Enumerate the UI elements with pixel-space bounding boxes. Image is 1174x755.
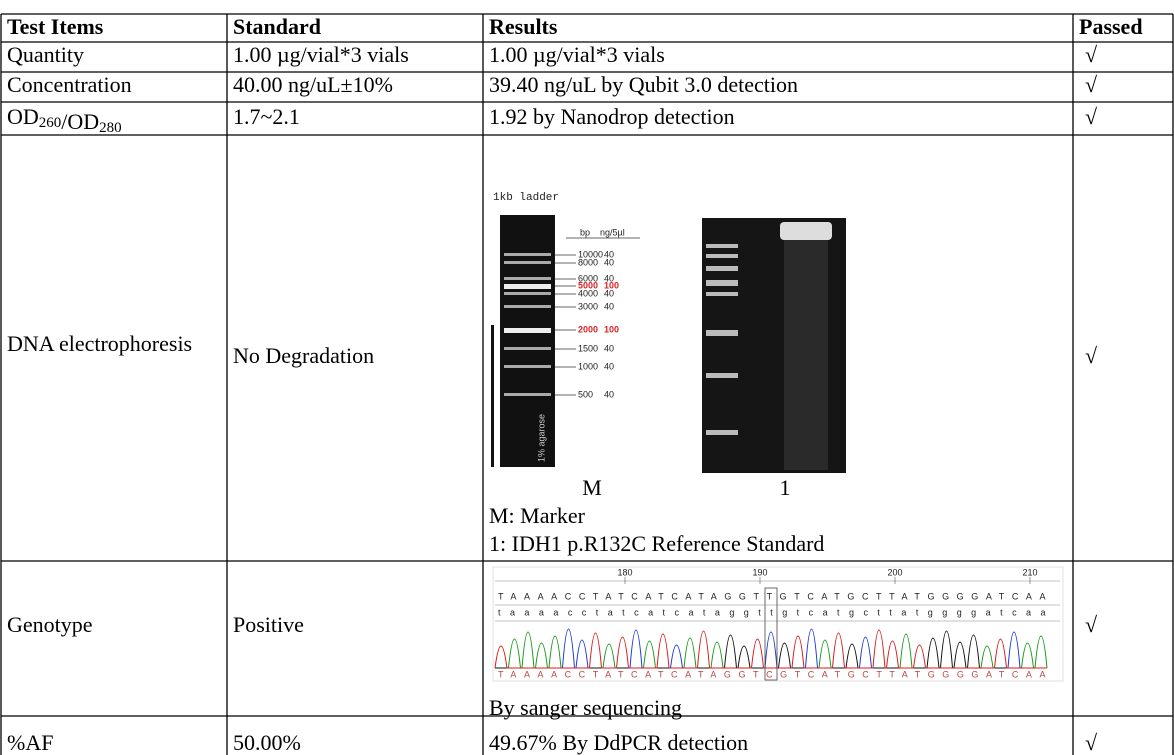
agarose-label: 1% agarose [536,414,546,462]
cell: 1.92 by Nanodrop detection [489,104,735,129]
ladder-bp: 2000 [578,324,598,334]
ladder-bp: 500 [578,389,593,399]
cell: Quantity [7,42,84,67]
cell: √ [1085,343,1098,368]
lane-label: M [582,475,602,500]
ladder-ng: 40 [604,389,614,399]
cell: 1.00 µg/vial*3 vials [233,42,409,67]
ladder-bp: 6000 [578,273,598,283]
cell: 49.67% By DdPCR detection [489,730,748,755]
ladder-bp: 5000 [578,280,598,290]
ladder-ng: 40 [604,249,614,259]
chromatogram: By sanger sequencing 180 190 200 210 TAAAACC… [489,566,1064,720]
ladder-ng: 100 [604,324,619,334]
cell: √ [1085,612,1098,637]
band [504,347,551,350]
ladder-bp: 3000 [578,301,598,311]
cell: %AF [7,730,53,755]
band [504,393,551,396]
cell-part: OD [7,104,39,129]
cell: 50.00% [233,730,301,755]
cell-part: 260 [39,115,62,131]
sequence: TAAAACCTATCATCATAGGTTGTCATGCTTATGGGGATCA… [498,591,1046,601]
header-cell: Results [489,14,558,39]
ladder-ng: 40 [604,361,614,371]
position-label: 190 [752,567,767,577]
caption: By sanger sequencing [489,695,682,720]
note: M: Marker [489,503,586,528]
position-label: 210 [1022,567,1037,577]
gel-sample-band [780,222,832,240]
cell: No Degradation [233,343,374,368]
cell: √ [1085,42,1098,67]
position-label: 200 [887,567,902,577]
sequence: taaaacctatcatcataggttgtcatgcttatggggatca… [498,607,1046,617]
ladder-bp: 1500 [578,343,598,353]
cell: 40.00 ng/uL±10% [233,72,393,97]
trace [494,629,1047,669]
band [504,284,551,289]
band [504,277,551,280]
cell: OD260/OD280 [7,104,122,136]
band [504,328,551,333]
ladder-bp: 10000 [578,249,603,259]
band [504,261,551,264]
position-label: 180 [617,567,632,577]
cell: 1.00 µg/vial*3 vials [489,42,665,67]
ladder-ng: 40 [604,257,614,267]
cell-part: /OD [61,109,99,134]
ladder-ng: 40 [604,343,614,353]
ladder-ng: 40 [604,301,614,311]
sequence: TAAAACCTATCATCATAGGTCGTCATGCTTATGGGGATCA… [498,669,1046,679]
ladder-title: 1kb ladder [493,192,559,204]
cell: √ [1085,104,1098,129]
cell: DNA electrophoresis [7,331,193,356]
header-cell: Passed [1079,14,1143,39]
cell-part: 280 [99,120,122,136]
band [504,292,551,295]
scale-bar [491,325,494,467]
band [504,253,551,256]
header-cell: Test Items [7,14,104,39]
cell: Concentration [7,72,132,97]
gel-marker [500,215,555,467]
gel-sample-smear [784,240,828,470]
highlight-box [764,587,778,681]
cell: 1.7~2.1 [233,104,300,129]
ladder-ng: 40 [604,288,614,298]
cell: √ [1085,72,1098,97]
ladder-header: bp [580,227,590,237]
band [504,305,551,308]
gel-sample-ladder [706,244,738,435]
header-cell: Standard [233,14,321,39]
ladder-bp: 8000 [578,257,598,267]
ladder-ng: 100 [604,280,619,290]
ladder-bp: 1000 [578,361,598,371]
cell-wrap: DNA electrophoresis [7,331,193,356]
marker-image: 1kb ladder 1% agarose bp ng/5µl 10000 408… [489,192,846,556]
cell: 39.40 ng/uL by Qubit 3.0 detection [489,72,798,97]
cell: √ [1085,730,1098,755]
ladder-bp: 4000 [578,288,598,298]
cell: Genotype [7,612,93,637]
lane-label: 1 [780,475,791,500]
table-borders [0,13,1174,755]
cell: Positive [233,612,304,637]
band [504,365,551,368]
ladder-header: ng/5µl [600,227,625,237]
ladder-ng: 40 [604,273,614,283]
note: 1: IDH1 p.R132C Reference Standard [489,531,824,556]
